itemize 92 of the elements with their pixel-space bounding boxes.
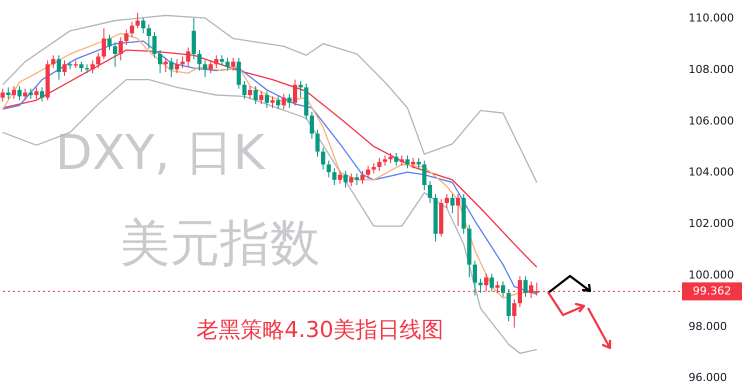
- candlestick: [96, 52, 100, 69]
- candlestick: [321, 147, 326, 170]
- candlestick: [276, 96, 280, 110]
- candlestick: [152, 32, 157, 58]
- candlestick: [242, 80, 247, 100]
- candlestick: [236, 57, 241, 90]
- candlestick: [23, 88, 28, 101]
- y-tick-label: 102.000: [688, 217, 734, 230]
- candlestick: [107, 34, 112, 51]
- candlestick: [377, 158, 382, 172]
- candlestick: [180, 56, 185, 69]
- candlestick: [174, 58, 180, 74]
- candlestick: [62, 60, 67, 76]
- candlestick: [158, 50, 162, 74]
- candlestick: [34, 86, 39, 100]
- candlestick: [135, 12, 140, 29]
- candlestick: [490, 273, 494, 292]
- candlestick: [6, 86, 10, 100]
- candlestick: [0, 88, 5, 102]
- line-series: [2, 79, 538, 354]
- y-tick-label: 100.000: [688, 268, 734, 282]
- candlestick: [225, 57, 230, 72]
- candlestick: [231, 57, 236, 72]
- candlestick: [400, 154, 404, 166]
- candlestick: [113, 42, 118, 68]
- candlestick: [472, 260, 478, 296]
- candlestick: [292, 79, 298, 106]
- candlestick: [366, 165, 370, 180]
- candlestick: [197, 50, 202, 72]
- candlestick: [382, 154, 388, 166]
- candlestick: [506, 288, 511, 322]
- candlestick: [17, 86, 22, 101]
- candlestick: [124, 29, 128, 46]
- y-tick-label: 98.000: [688, 320, 727, 333]
- candlestick: [349, 172, 354, 187]
- candlestick: [338, 170, 342, 184]
- y-tick-label: 104.000: [688, 166, 734, 179]
- candlestick: [248, 86, 252, 100]
- candlestick: [202, 60, 208, 78]
- line-series: [2, 14, 538, 184]
- candlestick: [478, 278, 483, 294]
- candlestick: [456, 194, 460, 227]
- candlestick: [422, 160, 426, 191]
- candlestick: [270, 96, 275, 108]
- candlestick: [372, 162, 376, 174]
- candlestick: [310, 111, 314, 140]
- annotation: 老黑策略4.30美指日线图: [196, 318, 444, 343]
- candlestick: [326, 160, 331, 178]
- y-tick-label: 110.000: [688, 11, 734, 24]
- candlestick: [405, 154, 410, 169]
- candlestick: [332, 168, 336, 186]
- candlestick: [298, 80, 303, 98]
- candlestick: [410, 158, 416, 169]
- candlestick: [259, 90, 264, 105]
- candlestick: [444, 194, 449, 209]
- candlestick: [264, 90, 270, 108]
- candlestick: [56, 54, 61, 80]
- candlestick: [360, 170, 365, 184]
- candlestick: [512, 298, 516, 328]
- candlestick: [141, 17, 146, 34]
- candlestick: [214, 54, 218, 69]
- candlestick: [394, 152, 398, 166]
- candlestick: [146, 24, 151, 50]
- candlestick: [416, 158, 421, 170]
- ref-line-label: 99.362: [692, 284, 732, 298]
- candlestick: [12, 86, 16, 100]
- candlestick: [208, 60, 213, 74]
- candlestick: [90, 60, 95, 74]
- candlestick: [169, 57, 174, 78]
- y-tick-label: 96.000: [688, 371, 727, 384]
- candlestick: [354, 172, 359, 186]
- candlestick: [28, 88, 33, 100]
- candlestick: [282, 93, 286, 110]
- candlestick: [344, 170, 348, 188]
- candlestick: [102, 28, 106, 60]
- candlestick: [428, 180, 432, 204]
- candlestick: [51, 54, 56, 69]
- candlestick: [315, 129, 320, 158]
- candlestick: [79, 61, 84, 72]
- candlestick: [523, 276, 528, 298]
- candlestick: [40, 86, 44, 102]
- candlestick: [130, 21, 134, 38]
- candlestick: [388, 152, 393, 164]
- candlestick: [287, 93, 292, 108]
- y-tick-label: 106.000: [688, 114, 734, 128]
- y-tick-label: 108.000: [688, 62, 734, 76]
- candlestick: [500, 280, 506, 298]
- candlestick: [254, 86, 258, 105]
- candlestick: [164, 57, 168, 72]
- candlestick: [192, 17, 196, 60]
- candlestick: [220, 54, 224, 66]
- candlestick: [450, 194, 455, 214]
